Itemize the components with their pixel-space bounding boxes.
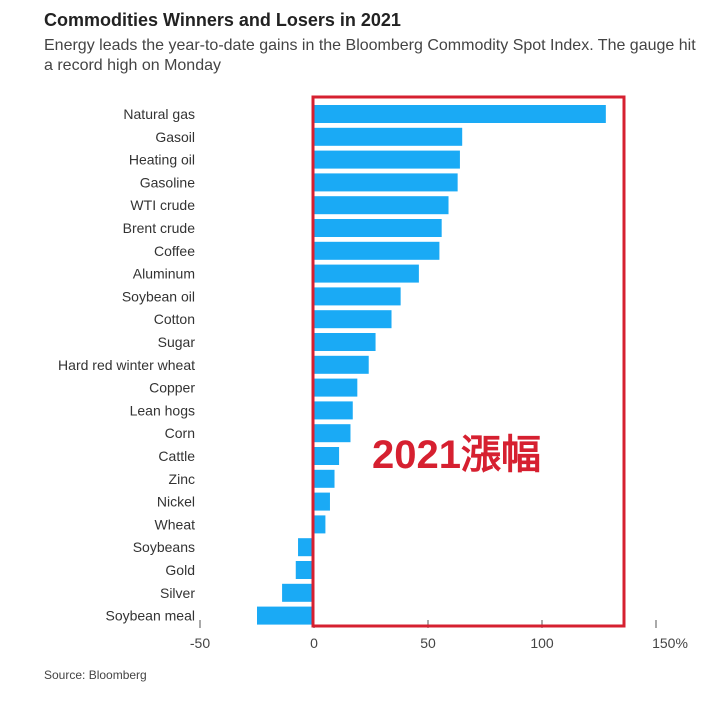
x-axis-ticks-group: -50 0 50 100 150%	[190, 620, 688, 651]
bar-heating-oil	[314, 150, 460, 169]
category-label: Cattle	[158, 448, 195, 464]
bar-hard-red-winter-wheat	[314, 355, 369, 374]
annotation-text: 2021漲幅	[372, 433, 541, 477]
bar-silver	[282, 583, 314, 602]
category-label: Lean hogs	[130, 402, 195, 418]
category-label: Zinc	[169, 471, 195, 487]
bar-coffee	[314, 241, 440, 260]
category-label: Soybean oil	[122, 288, 195, 304]
category-label: Aluminum	[133, 266, 195, 282]
chart-title: Commodities Winners and Losers in 2021	[44, 10, 401, 30]
bar-copper	[314, 378, 358, 397]
x-tick-label: 50	[420, 635, 436, 651]
x-tick-label: 100	[530, 635, 554, 651]
bar-aluminum	[314, 264, 419, 283]
category-label: Nickel	[157, 494, 195, 510]
category-label: Heating oil	[129, 152, 195, 168]
bar-sugar	[314, 333, 376, 351]
bar-gold	[295, 561, 314, 579]
bar-wheat	[314, 515, 326, 534]
category-label: Natural gas	[123, 106, 195, 122]
category-label: Cotton	[154, 311, 195, 327]
x-tick-label: -50	[190, 635, 210, 651]
bar-cattle	[314, 447, 340, 465]
category-label: Soybean meal	[105, 608, 195, 624]
source-note: Source: Bloomberg	[44, 668, 147, 682]
bar-soybean-oil	[314, 287, 401, 306]
category-label: Sugar	[158, 334, 196, 350]
bar-natural-gas	[314, 105, 606, 123]
category-label: Wheat	[155, 516, 196, 532]
bar-soybean-meal	[257, 606, 314, 625]
category-label: Copper	[149, 380, 195, 396]
category-label: Brent crude	[123, 220, 196, 236]
category-label: Corn	[165, 425, 195, 441]
category-label: Gasoil	[155, 129, 195, 145]
bar-gasoil	[314, 127, 463, 146]
category-label: Gold	[165, 562, 195, 578]
category-label: Soybeans	[133, 539, 195, 555]
x-tick-label: 150%	[652, 635, 688, 651]
bar-nickel	[314, 492, 330, 511]
bar-zinc	[314, 469, 335, 488]
category-label: Coffee	[154, 243, 195, 259]
x-tick-label: 0	[310, 635, 318, 651]
category-label: WTI crude	[130, 197, 195, 213]
bar-lean-hogs	[314, 401, 353, 420]
category-label: Hard red winter wheat	[58, 357, 195, 373]
bar-brent-crude	[314, 219, 442, 237]
bar-corn	[314, 424, 351, 443]
bar-wti-crude	[314, 196, 449, 215]
category-labels-group: Natural gas Gasoil Heating oil Gasoline WTI …	[58, 106, 195, 624]
chart-subtitle: Energy leads the year-to-date gains in t…	[44, 37, 696, 74]
category-label: Gasoline	[140, 174, 195, 190]
bars-group	[257, 105, 606, 625]
category-label: Silver	[160, 585, 195, 601]
annotation-box	[311, 95, 626, 628]
bar-cotton	[314, 310, 392, 329]
bar-gasoline	[314, 173, 458, 192]
bar-soybeans	[298, 538, 314, 557]
